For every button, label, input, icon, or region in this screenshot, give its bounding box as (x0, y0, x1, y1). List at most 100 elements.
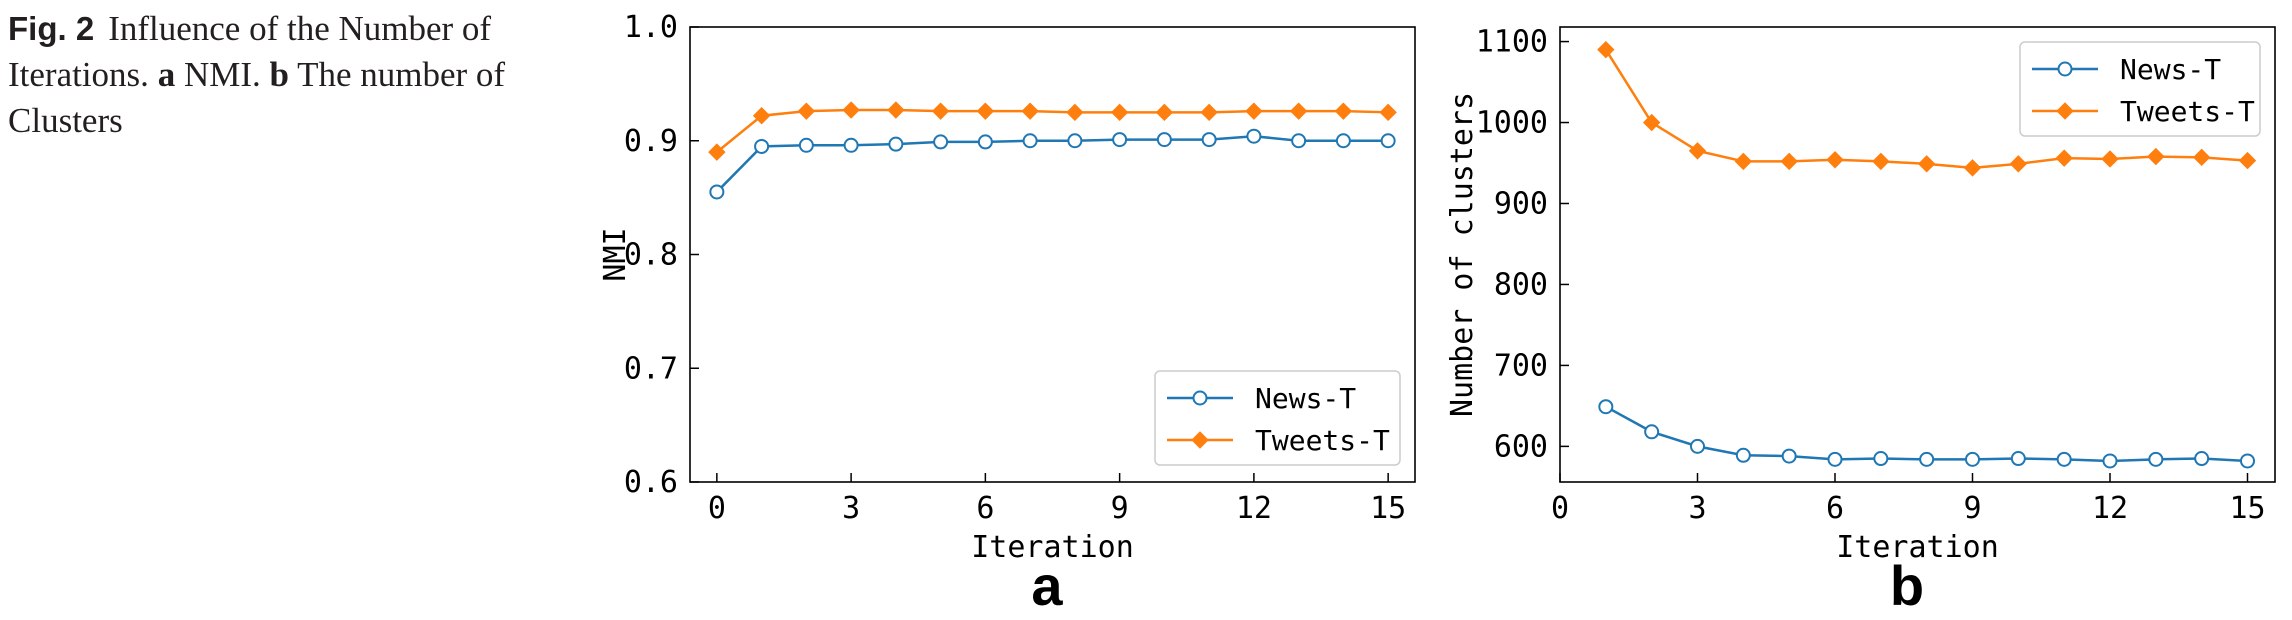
x-tick-label: 0 (1551, 491, 1569, 526)
data-point (1826, 151, 1844, 169)
y-tick-label: 0.8 (624, 238, 678, 273)
series-tweets-t (1597, 40, 2257, 177)
data-point (754, 138, 770, 154)
y-axis-title: NMI (598, 227, 633, 281)
data-point (887, 101, 905, 119)
panel-letter: a (1031, 554, 1063, 617)
legend-marker (2056, 102, 2074, 120)
y-tick-label: 0.9 (624, 124, 678, 159)
caption-text-3: The number of Clusters (8, 55, 506, 140)
series-tweets-t (708, 101, 1397, 161)
x-axis-title: Iteration (971, 530, 1134, 565)
y-axis-title: Number of clusters (1445, 92, 1480, 417)
data-point (2055, 149, 2073, 167)
caption-a-label: a (157, 55, 176, 94)
chart-panel-a: 0 3 6 9 12 15 0.6 0.7 0.8 0.9 1.0 Iteration NMI News-… (598, 10, 1416, 617)
series-line (715, 134, 1389, 193)
data-point (2009, 155, 2028, 173)
data-point (2192, 148, 2211, 167)
data-point (1067, 133, 1083, 149)
data-point (1735, 447, 1751, 463)
legend-label: Tweets-T (1255, 424, 1390, 457)
x-tick-label: 0 (708, 491, 726, 526)
data-point (2147, 147, 2165, 166)
series-news-t (1598, 399, 2255, 469)
legend-marker (2057, 61, 2073, 77)
legend: News-T Tweets-T (1154, 370, 1401, 466)
y-tick-label: 0.7 (624, 351, 678, 386)
x-axis-title: Iteration (1836, 530, 1999, 565)
y-tick-label: 0.6 (624, 465, 678, 500)
data-point (1827, 451, 1843, 467)
data-point (1781, 448, 1797, 464)
series-news-t (709, 128, 1396, 200)
data-point (1291, 133, 1307, 149)
y-tick-label: 1000 (1476, 106, 1548, 141)
x-tick-label: 3 (842, 491, 860, 526)
x-tick-label: 15 (1370, 491, 1406, 526)
data-point (2148, 451, 2164, 467)
data-point (1245, 102, 1263, 120)
data-point (1690, 438, 1705, 454)
panel-letter: b (1890, 554, 1924, 617)
figure-label: Fig. 2 (8, 10, 95, 47)
data-point (1873, 451, 1889, 467)
caption-b-label: b (269, 55, 289, 94)
y-tick-label: 1100 (1476, 25, 1548, 60)
legend-marker (1192, 390, 1208, 406)
figure-caption: Fig. 2 Influence of the Number of Iterati… (8, 6, 528, 144)
data-point (1598, 399, 1614, 415)
data-point (1919, 451, 1935, 467)
x-tick-label: 3 (1688, 491, 1706, 526)
y-tick-label: 700 (1494, 348, 1548, 383)
caption-text-2: NMI. (175, 55, 270, 94)
legend-box (1154, 370, 1401, 466)
data-point (1112, 132, 1128, 148)
data-point (798, 137, 814, 153)
data-point (1642, 113, 1661, 132)
data-point (2194, 451, 2210, 467)
x-tick-label: 6 (976, 491, 994, 526)
legend: News-T Tweets-T (2019, 41, 2261, 137)
data-point (1734, 152, 1753, 171)
y-tick-label: 600 (1494, 429, 1548, 464)
data-point (797, 102, 816, 120)
data-point (931, 102, 950, 120)
y-tick-label: 1.0 (624, 10, 678, 45)
data-point (1872, 152, 1890, 171)
data-point (1334, 102, 1353, 120)
data-point (1963, 159, 1982, 177)
data-point (888, 136, 904, 152)
data-point (977, 134, 993, 150)
x-tick-label: 12 (1236, 491, 1272, 526)
legend-label: News-T (2120, 53, 2221, 86)
data-point (1066, 103, 1084, 122)
x-tick-label: 9 (1963, 491, 1981, 526)
data-point (1200, 103, 1218, 122)
data-point (1246, 128, 1262, 144)
data-point (1335, 133, 1351, 149)
data-point (1965, 451, 1980, 467)
data-point (2010, 451, 2026, 467)
y-tick-label: 800 (1494, 267, 1548, 302)
series-line (716, 108, 1389, 154)
data-point (752, 107, 771, 125)
data-point (976, 102, 995, 120)
legend-label: Tweets-T (2120, 95, 2255, 128)
data-point (1289, 102, 1308, 120)
data-point (1022, 133, 1038, 149)
legend-label: News-T (1255, 382, 1356, 415)
data-point (2102, 453, 2118, 469)
data-point (2238, 151, 2257, 170)
legend-box (2019, 41, 2261, 137)
data-point (1379, 103, 1397, 122)
data-point (2240, 453, 2255, 469)
caption-text-1: Influence of the Number of Iterations. (8, 9, 492, 94)
data-point (933, 134, 949, 150)
y-tick-label: 900 (1494, 186, 1548, 221)
plot-frame (1559, 26, 2276, 483)
data-point (1644, 424, 1660, 440)
data-point (1780, 152, 1798, 171)
x-tick-label: 12 (2092, 491, 2128, 526)
data-point (1021, 102, 1039, 120)
